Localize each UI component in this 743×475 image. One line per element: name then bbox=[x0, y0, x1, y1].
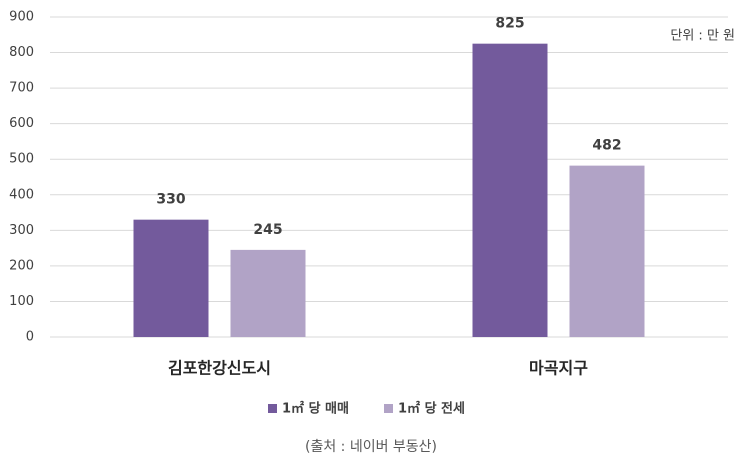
legend-swatch bbox=[268, 404, 277, 413]
value-label: 482 bbox=[592, 138, 621, 154]
value-label: 330 bbox=[156, 192, 185, 208]
y-tick-label: 900 bbox=[9, 10, 34, 25]
legend-label: 1㎡ 당 매매 bbox=[282, 401, 349, 417]
y-tick-label: 500 bbox=[9, 152, 34, 167]
y-tick-label: 600 bbox=[9, 116, 34, 131]
bar bbox=[472, 43, 548, 338]
value-label: 245 bbox=[253, 222, 282, 238]
y-tick-label: 400 bbox=[9, 187, 34, 202]
bar bbox=[230, 249, 306, 337]
y-tick-label: 0 bbox=[26, 330, 34, 345]
y-tick-label: 700 bbox=[9, 81, 34, 96]
y-tick-label: 800 bbox=[9, 45, 34, 60]
x-tick-label: 김포한강신도시 bbox=[168, 359, 271, 378]
y-tick-label: 300 bbox=[9, 223, 34, 238]
source-note: (출처 : 네이버 부동산) bbox=[305, 439, 437, 455]
y-tick-label: 100 bbox=[9, 294, 34, 309]
unit-note: 단위 : 만 원 bbox=[670, 29, 735, 44]
legend-label: 1㎡ 당 전세 bbox=[398, 401, 465, 417]
bar bbox=[133, 219, 209, 337]
x-tick-label: 마곡지구 bbox=[529, 359, 588, 378]
value-label: 825 bbox=[495, 16, 524, 32]
bar bbox=[569, 165, 645, 337]
y-tick-label: 200 bbox=[9, 258, 34, 273]
legend-swatch bbox=[384, 404, 393, 413]
